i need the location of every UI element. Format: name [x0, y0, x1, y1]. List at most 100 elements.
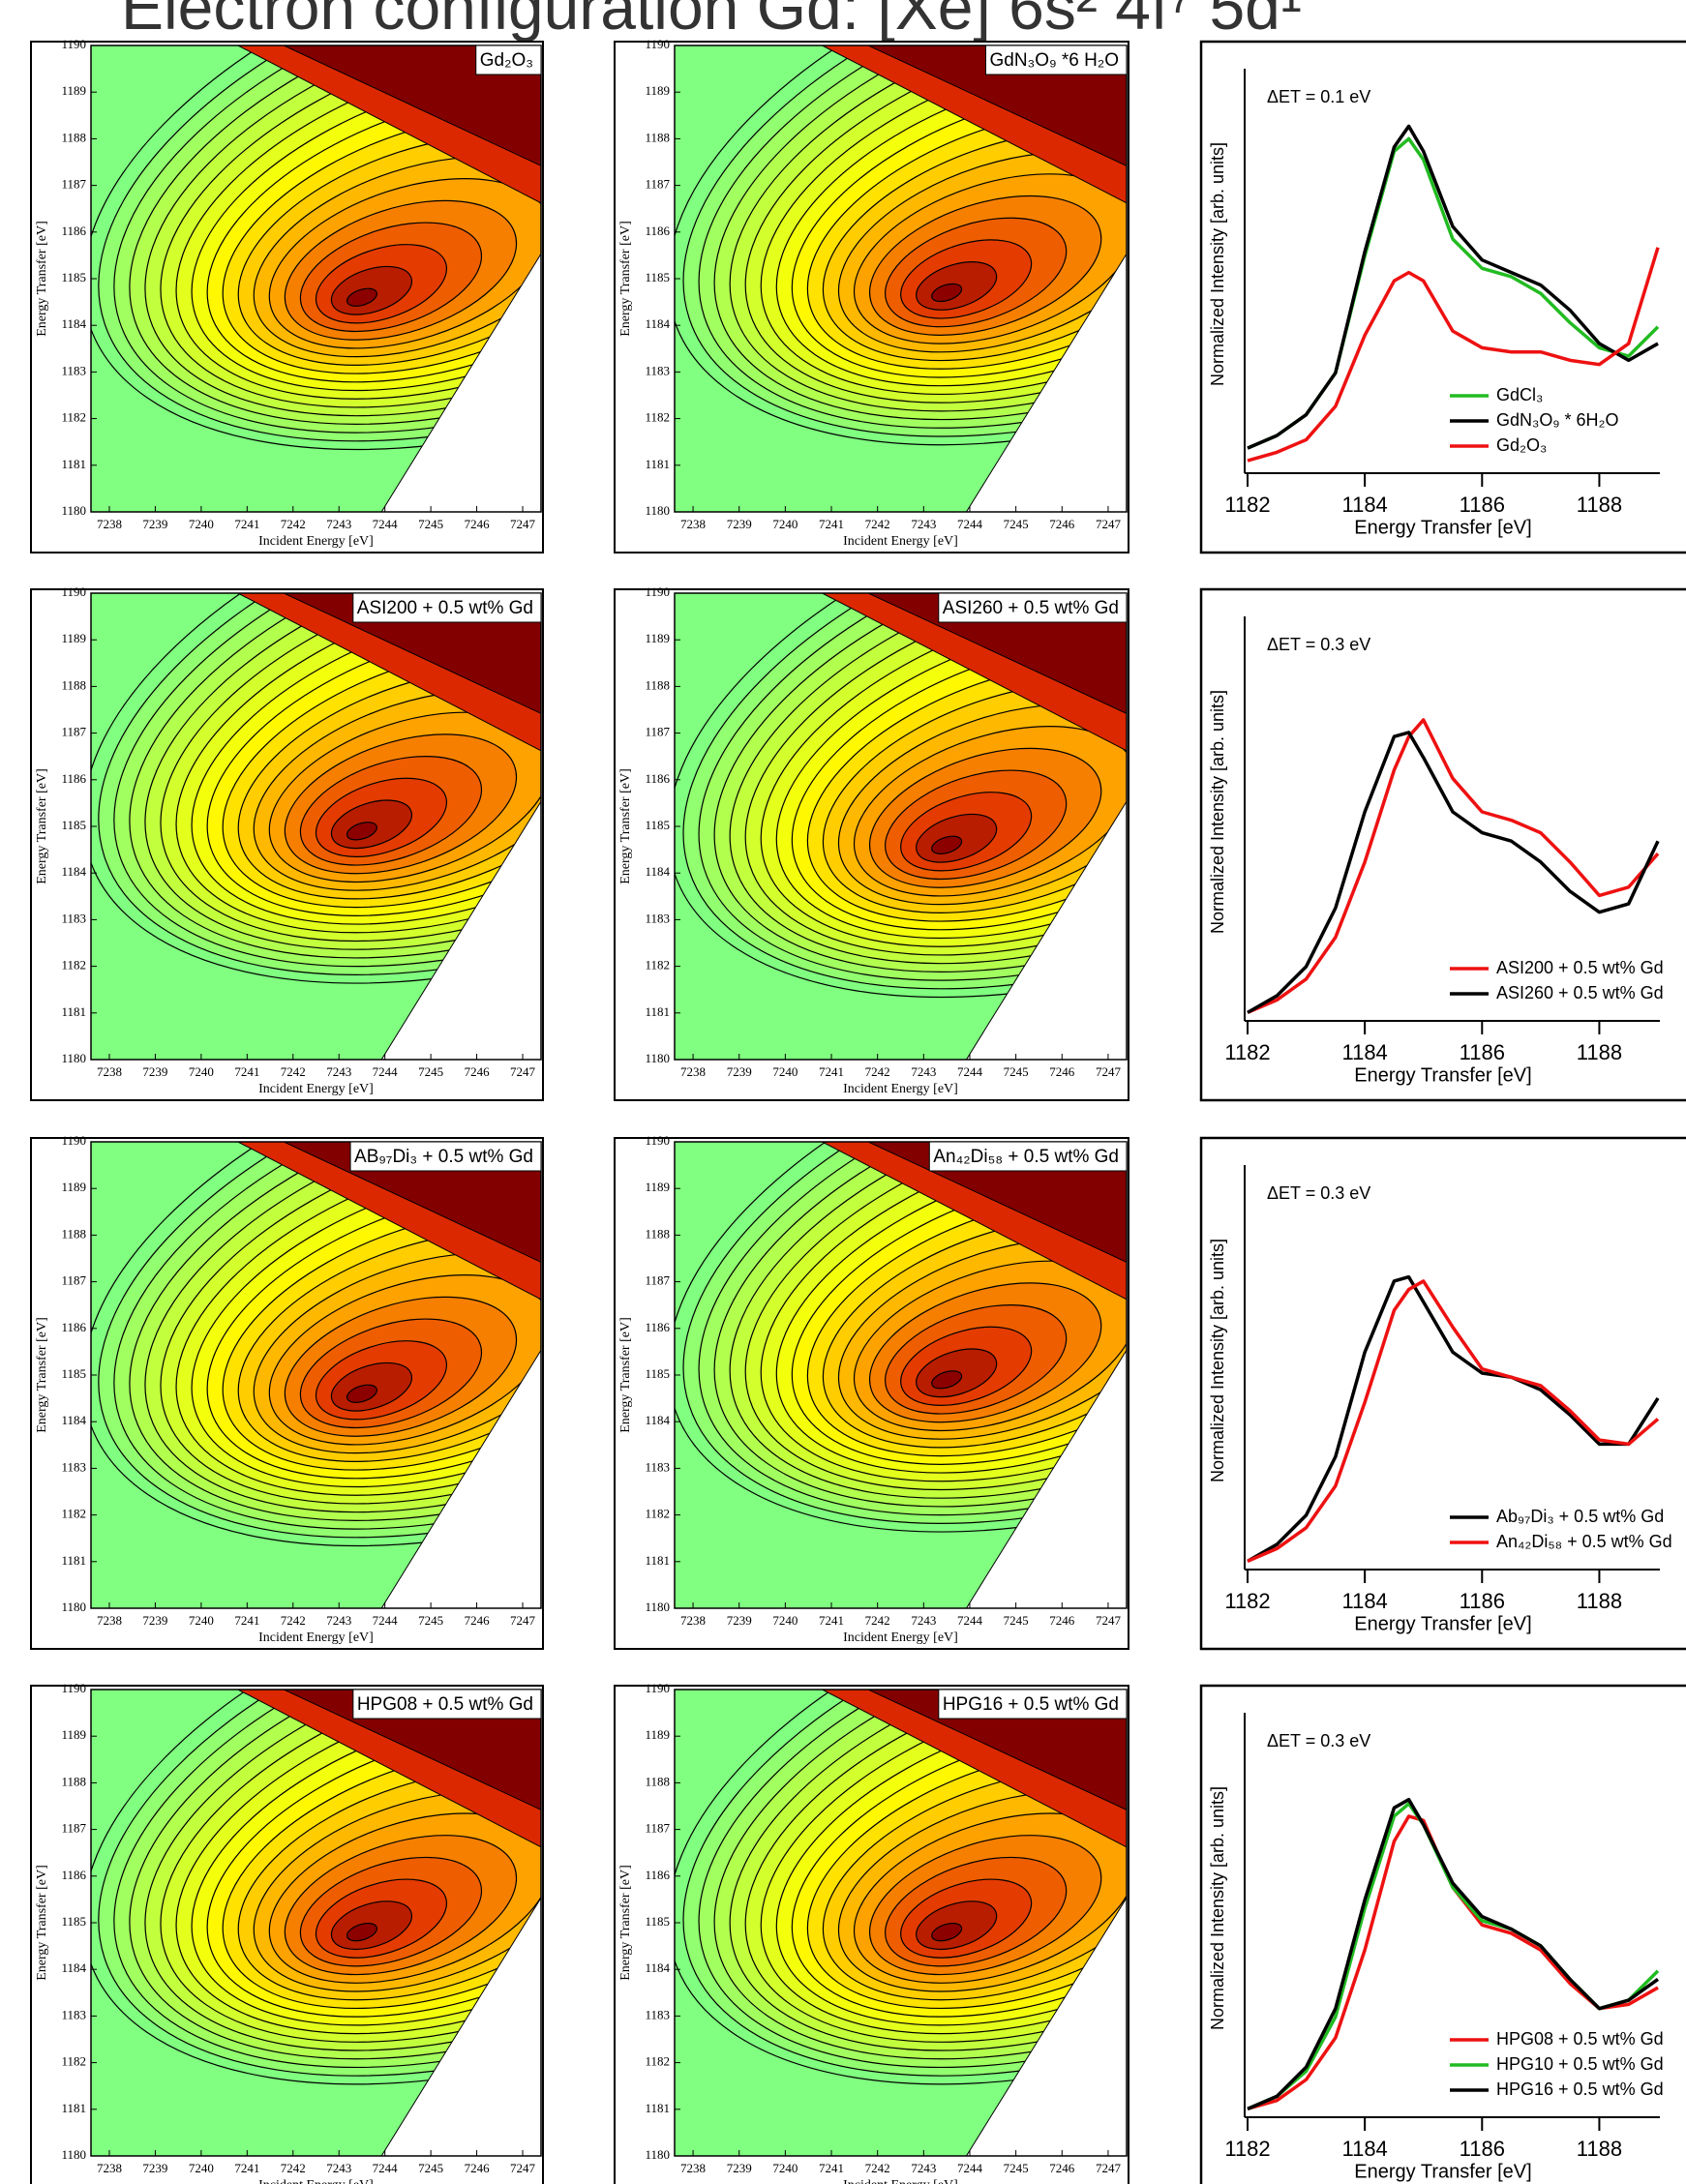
x-tick-label: 1188 — [1577, 1589, 1622, 1613]
y-tick-label: 1183 — [61, 2007, 86, 2021]
contour-high-corner — [284, 45, 541, 166]
legend-label: HPG10 + 0.5 wt% Gd — [1496, 2054, 1664, 2074]
panel-frame — [614, 588, 1129, 1101]
x-tick-label: 7238 — [680, 517, 706, 531]
y-tick-label: 1189 — [61, 631, 86, 645]
y-tick-label: 1190 — [61, 1133, 86, 1148]
x-tick-label: 7247 — [510, 1064, 536, 1079]
y-tick-label: 1185 — [645, 818, 670, 832]
x-tick-label: 7245 — [1004, 517, 1029, 531]
y-tick-label: 1187 — [61, 1273, 86, 1288]
y-tick-label: 1184 — [61, 864, 86, 879]
series-line — [1247, 1274, 1660, 1563]
x-tick-label: 7245 — [1004, 1064, 1029, 1079]
x-tick-label: 7242 — [281, 517, 306, 531]
x-tick-label: 7245 — [1004, 2161, 1029, 2175]
x-tick-label: 1184 — [1341, 1589, 1387, 1613]
y-tick-label: 1183 — [645, 2007, 670, 2021]
y-tick-label: 1186 — [645, 1868, 670, 1882]
x-tick-label: 7247 — [1096, 2161, 1122, 2175]
x-tick-label: 7239 — [142, 517, 167, 531]
x-tick-label: 7239 — [727, 1064, 752, 1079]
y-tick-label: 1185 — [61, 818, 86, 832]
y-tick-label: 1181 — [61, 1004, 86, 1019]
y-tick-label: 1183 — [645, 1459, 670, 1474]
x-tick-label: 7245 — [418, 517, 443, 531]
panel-label: Gd₂O₃ — [480, 50, 533, 71]
y-tick-label: 1183 — [645, 363, 670, 377]
no-data-region — [380, 800, 541, 1060]
y-tick-label: 1190 — [645, 1133, 670, 1148]
panel-frame — [30, 1685, 544, 2184]
x-tick-label: 7243 — [326, 1613, 351, 1628]
contour-plot — [91, 1690, 541, 2156]
x-axis-label: Incident Energy [eV] — [258, 534, 374, 549]
y-tick-label: 1186 — [61, 771, 86, 786]
x-tick-label: 7246 — [465, 1064, 491, 1079]
x-tick-label: 7246 — [1049, 1613, 1075, 1628]
x-tick-label: 1182 — [1224, 1589, 1270, 1613]
x-tick-label: 7241 — [234, 1613, 259, 1628]
panel-label-box — [938, 1689, 1128, 1720]
x-tick-label: 7247 — [1096, 517, 1122, 531]
x-tick-label: 7246 — [465, 1613, 491, 1628]
x-tick-label: 7241 — [234, 1064, 259, 1079]
panel-label-box — [475, 45, 542, 75]
x-tick-label: 7238 — [97, 1613, 122, 1628]
annotation: ΔET = 0.3 eV — [1267, 1183, 1370, 1203]
panel-label: HPG16 + 0.5 wt% Gd — [943, 1694, 1119, 1715]
legend-label: HPG08 + 0.5 wt% Gd — [1496, 2029, 1664, 2049]
y-tick-label: 1189 — [645, 83, 670, 98]
x-tick-label: 1184 — [1341, 493, 1387, 517]
x-axis-label: Incident Energy [eV] — [258, 1082, 374, 1096]
y-tick-label: 1180 — [61, 1051, 86, 1065]
x-tick-label: 7238 — [680, 2161, 706, 2175]
x-tick-label: 1184 — [1341, 1040, 1387, 1064]
legend-label: HPG16 + 0.5 wt% Gd — [1496, 2079, 1664, 2099]
panel-frame — [30, 41, 544, 553]
contour-peak — [931, 1922, 963, 1942]
y-tick-label: 1181 — [645, 1553, 670, 1568]
panel-label: AB₉₇Di₃ + 0.5 wt% Gd — [354, 1147, 533, 1167]
panel-label: ASI200 + 0.5 wt% Gd — [357, 598, 533, 618]
legend-label: ASI200 + 0.5 wt% Gd — [1496, 958, 1664, 977]
x-tick-label: 7242 — [865, 2161, 890, 2175]
x-tick-label: 7246 — [1049, 2161, 1075, 2175]
y-tick-label: 1190 — [645, 1681, 670, 1695]
x-tick-label: 7241 — [819, 1613, 844, 1628]
y-tick-label: 1188 — [645, 1226, 670, 1241]
y-tick-label: 1184 — [645, 1960, 670, 1975]
contour-peak — [346, 1384, 377, 1403]
x-tick-label: 7239 — [142, 2161, 167, 2175]
x-tick-label: 7240 — [189, 2161, 214, 2175]
y-tick-label: 1187 — [61, 1821, 86, 1836]
x-tick-label: 7243 — [911, 1064, 936, 1079]
contour-peak — [931, 283, 963, 303]
y-tick-label: 1189 — [645, 631, 670, 645]
x-tick-label: 7242 — [865, 1064, 890, 1079]
x-tick-label: 7238 — [97, 1064, 122, 1079]
x-tick-label: 7244 — [957, 1064, 983, 1079]
x-tick-label: 7240 — [772, 2161, 798, 2175]
x-tick-label: 1186 — [1460, 1040, 1505, 1064]
y-axis-label: Normalized Intensity [arb. units] — [1208, 142, 1227, 386]
y-tick-label: 1180 — [61, 1600, 86, 1614]
x-tick-label: 7243 — [911, 517, 936, 531]
y-tick-label: 1186 — [645, 224, 670, 238]
y-axis-label: Energy Transfer [eV] — [618, 1865, 633, 1981]
x-tick-label: 1182 — [1224, 1040, 1270, 1064]
y-tick-label: 1183 — [61, 911, 86, 925]
x-tick-label: 7246 — [465, 517, 491, 531]
x-tick-label: 7245 — [418, 2161, 443, 2175]
x-tick-label: 7240 — [772, 1064, 798, 1079]
contour-plot — [91, 593, 541, 1060]
no-data-region — [380, 253, 541, 512]
y-tick-label: 1180 — [61, 503, 86, 518]
x-tick-label: 7239 — [727, 2161, 752, 2175]
y-axis-label: Energy Transfer [eV] — [35, 768, 49, 884]
contour-high-corner — [867, 45, 1127, 166]
panel-label: GdN₃O₉ *6 H₂O — [989, 50, 1119, 71]
panel-label-box — [352, 592, 542, 623]
contour-high-corner — [284, 1142, 541, 1263]
y-tick-label: 1187 — [645, 1273, 670, 1288]
